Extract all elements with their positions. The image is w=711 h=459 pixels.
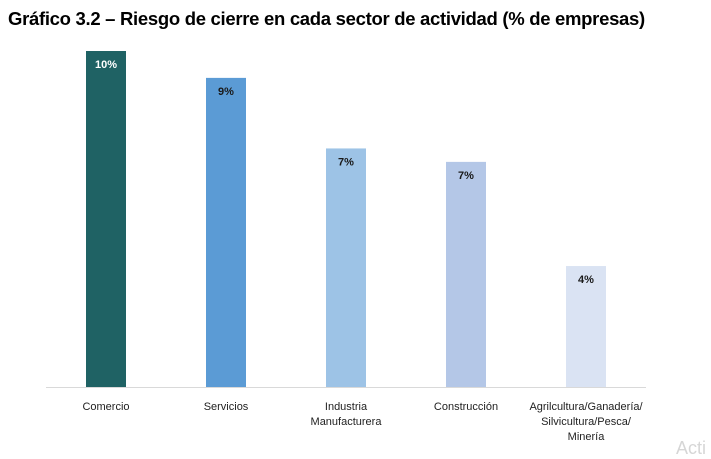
category-label-line: Industria (325, 401, 368, 413)
category-label-2: Industria Manufacturera (311, 401, 383, 428)
bar-1 (206, 78, 246, 387)
category-label-line: Servicios (204, 401, 249, 413)
data-label-2: 7% (338, 156, 354, 168)
bar-0 (86, 51, 126, 387)
data-label-0: 10% (95, 59, 117, 71)
category-labels-group: Comercio Servicios Industria Manufacturera C… (82, 401, 643, 443)
category-label-line: Manufacturera (311, 416, 383, 428)
category-label-line: Agrilcultura/Ganadería/ (529, 401, 643, 413)
category-label-0: Comercio (82, 401, 129, 413)
category-label-line: Silvicultura/Pesca/ (541, 416, 632, 428)
data-label-3: 7% (458, 170, 474, 182)
bar-3 (446, 162, 486, 387)
bars-group: 10% 9% 7% 7% 4% (86, 51, 606, 387)
category-label-4: Agrilcultura/Ganadería/Silvicultura/Pesc… (529, 401, 643, 443)
category-label-3: Construcción (434, 401, 498, 413)
activation-watermark: Acti (676, 438, 706, 459)
category-label-line: Comercio (82, 401, 129, 413)
data-label-1: 9% (218, 86, 234, 98)
data-label-4: 4% (578, 274, 594, 286)
category-label-line: Minería (568, 431, 606, 443)
bar-2 (326, 148, 366, 387)
category-label-1: Servicios (204, 401, 249, 413)
category-label-line: Construcción (434, 401, 498, 413)
